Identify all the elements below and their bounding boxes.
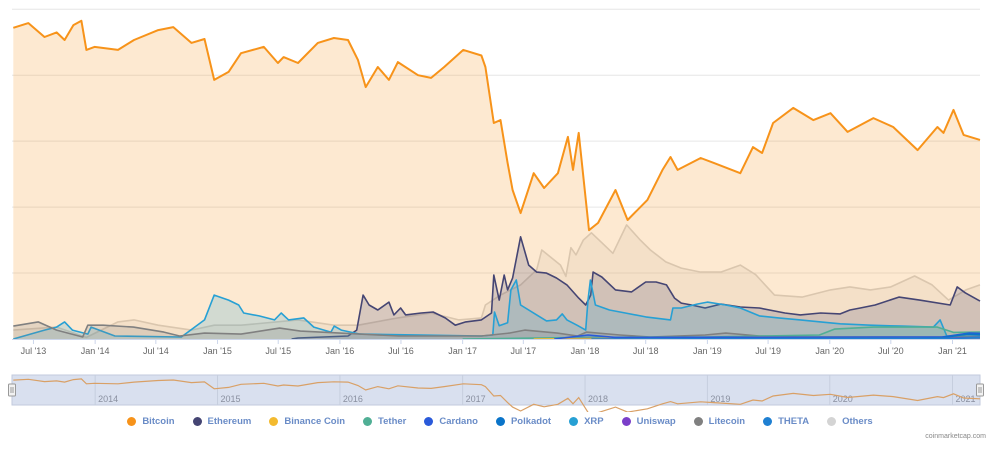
legend-label: Others (842, 416, 873, 427)
x-tick-label: Jan '19 (693, 346, 722, 356)
navigator-year-label: 2014 (98, 394, 118, 404)
legend-label: XRP (584, 416, 604, 427)
x-tick-label: Jul '17 (510, 346, 536, 356)
x-tick-label: Jan '16 (326, 346, 355, 356)
legend-item-litecoin[interactable]: Litecoin (693, 416, 746, 427)
others-area (13, 224, 981, 339)
legend-label: Polkadot (510, 416, 552, 427)
legend-item-xrp[interactable]: XRP (569, 416, 604, 427)
legend-dot-icon (192, 417, 202, 426)
bitcoin-area (13, 20, 981, 340)
legend-dot-icon (693, 417, 703, 426)
legend-item-polkadot[interactable]: Polkadot (495, 416, 552, 427)
legend-dot-icon (569, 417, 579, 426)
navigator-year-label: 2021 (956, 394, 976, 404)
legend-dot-icon (827, 417, 837, 426)
legend-dot-icon (363, 417, 373, 426)
ethereum-line (291, 236, 981, 340)
legend-item-theta[interactable]: THETA (763, 416, 809, 427)
legend-item-cardano[interactable]: Cardano (424, 416, 478, 427)
legend-dot-icon (621, 417, 631, 426)
legend-label: Binance Coin (284, 416, 346, 427)
legend-dot-icon (763, 417, 773, 426)
legend-label: Uniswap (636, 416, 676, 427)
tether-area (462, 327, 981, 339)
navigator-year-label: 2018 (588, 394, 608, 404)
x-tick-label: Jan '14 (81, 346, 110, 356)
xrp-area (13, 280, 981, 339)
legend-label: Cardano (439, 416, 478, 427)
legend-dot-icon (269, 417, 279, 426)
ethereum-area (291, 236, 981, 339)
x-tick-label: Jan '18 (571, 346, 600, 356)
navigator-year-label: 2020 (833, 394, 853, 404)
legend: Bitcoin Ethereum Binance Coin Tether Cardano… (0, 416, 1000, 427)
legend-item-ethereum[interactable]: Ethereum (192, 416, 252, 427)
x-tick-label: Jan '20 (815, 346, 844, 356)
legend-item-tether[interactable]: Tether (363, 416, 406, 427)
navigator-year-label: 2017 (466, 394, 486, 404)
navigator-right-handle[interactable] (976, 383, 984, 397)
x-tick-label: Jul '14 (143, 346, 169, 356)
legend-label: Litecoin (708, 416, 746, 427)
navigator-year-label: 2015 (221, 394, 241, 404)
x-tick-label: Jan '21 (938, 346, 967, 356)
navigator-bitcoin-line (13, 378, 981, 412)
legend-item-others[interactable]: Others (827, 416, 873, 427)
bitcoin-line (13, 19, 981, 232)
navigator-left-handle[interactable] (8, 383, 16, 397)
x-tick-label: Jul '20 (878, 346, 904, 356)
x-tick-label: Jul '13 (21, 346, 47, 356)
x-tick-label: Jan '15 (203, 346, 232, 356)
x-tick-label: Jul '19 (755, 346, 781, 356)
cardano-line (554, 332, 981, 340)
credit-text: coinmarketcap.com (925, 433, 986, 440)
dominance-chart: Jul '13 Jan '14 Jul '14 Jan '15 Jul '15 Jan '… (8, 8, 984, 412)
legend-dot-icon (127, 417, 137, 426)
navigator[interactable]: 2014 2015 2016 2017 2018 2019 2020 2021 (8, 374, 984, 412)
navigator-year-label: 2019 (710, 394, 730, 404)
xrp-line (13, 279, 980, 340)
x-tick-label: Jul '18 (633, 346, 659, 356)
legend-dot-icon (495, 417, 505, 426)
x-tick-label: Jul '15 (265, 346, 291, 356)
x-tick-label: Jul '16 (388, 346, 414, 356)
legend-item-binance-coin[interactable]: Binance Coin (269, 416, 345, 427)
series-areas (13, 19, 981, 340)
legend-label: Tether (378, 416, 407, 427)
legend-label: Ethereum (207, 416, 252, 427)
legend-label: Bitcoin (142, 416, 175, 427)
theta-line (591, 336, 981, 340)
legend-item-uniswap[interactable]: Uniswap (621, 416, 676, 427)
legend-dot-icon (424, 417, 434, 426)
navigator-year-label: 2016 (343, 394, 363, 404)
litecoin-line (13, 321, 980, 338)
legend-item-bitcoin[interactable]: Bitcoin (127, 416, 175, 427)
x-axis: Jul '13 Jan '14 Jul '14 Jan '15 Jul '15 Jan '… (12, 339, 980, 356)
grid-lines (12, 8, 980, 274)
legend-label: THETA (778, 416, 810, 427)
x-tick-label: Jan '17 (448, 346, 477, 356)
others-line (13, 224, 981, 339)
